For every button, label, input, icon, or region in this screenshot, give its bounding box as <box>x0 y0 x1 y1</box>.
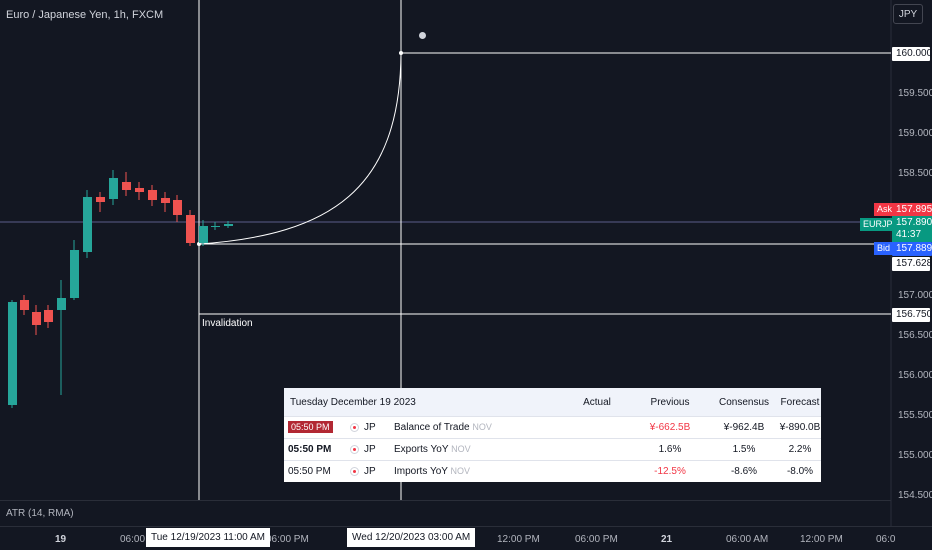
event-time: 05:50 PM <box>288 444 332 455</box>
candle-body <box>57 298 66 310</box>
candle-body <box>224 224 233 226</box>
time-tick: 19 <box>55 534 67 545</box>
pane-divider[interactable] <box>0 500 891 501</box>
time-axis-divider <box>0 526 932 527</box>
event-forecast: 2.2% <box>788 444 812 455</box>
ask-price-label: 157.895 <box>892 203 932 217</box>
candle-body <box>161 198 170 203</box>
candle-body <box>186 215 195 243</box>
time-tick: 12:00 PM <box>800 534 843 545</box>
bar-countdown: 41:37 <box>896 229 922 240</box>
invalidation-label: Invalidation <box>202 318 253 329</box>
jp-flag-icon <box>350 445 359 454</box>
event-name: Balance of Trade <box>394 422 470 433</box>
time-tick: 12:00 PM <box>497 534 540 545</box>
price-tick: 159.500 <box>898 88 932 99</box>
info-icon[interactable] <box>419 32 426 39</box>
invalidation-price-label: 156.750 <box>892 308 932 322</box>
atr-indicator-label[interactable]: ATR (14, RMA) <box>6 508 74 519</box>
event-time: 05:50 PM <box>288 466 331 477</box>
candle-body <box>122 182 131 190</box>
col-consensus: Consensus <box>718 396 770 408</box>
chart-title: Euro / Japanese Yen, 1h, FXCM <box>6 9 164 21</box>
time-tick: 06:0 <box>876 534 896 545</box>
price-tick: 159.000 <box>898 128 932 139</box>
candle-body <box>148 190 157 200</box>
jp-flag-icon <box>350 423 359 432</box>
event-previous: -12.5% <box>654 466 686 477</box>
price-tick: 156.500 <box>898 330 932 341</box>
candle-body <box>96 197 105 202</box>
candle-body <box>83 197 92 252</box>
event-period: NOV <box>450 466 471 476</box>
entry-price-label: 157.628 <box>892 257 932 271</box>
event-country: JP <box>364 422 376 433</box>
event-previous: 1.6% <box>658 444 682 455</box>
event-consensus: 1.5% <box>732 444 756 455</box>
time-highlight-right: Wed 12/20/2023 03:00 AM <box>347 528 476 547</box>
events-date: Tuesday December 19 2023 <box>290 396 416 408</box>
time-tick: 06:00 PM <box>266 534 309 545</box>
candle-body <box>211 226 220 227</box>
candle-body <box>109 178 118 199</box>
candle-body <box>20 300 29 310</box>
col-actual: Actual <box>583 396 611 408</box>
event-time: 05:50 PM <box>288 421 333 433</box>
event-forecast: ¥-890.0B <box>779 422 821 433</box>
candle-body <box>199 226 208 243</box>
time-tick: 06:00 AM <box>726 534 769 545</box>
candle-body <box>44 310 53 322</box>
price-tick: 156.000 <box>898 370 932 381</box>
event-period: NOV <box>451 444 471 454</box>
candle-body <box>70 250 79 298</box>
col-forecast: Forecast <box>780 396 820 408</box>
currency-button[interactable]: JPY <box>893 4 923 24</box>
candle-body <box>173 200 182 215</box>
col-previous: Previous <box>650 396 690 408</box>
candle-body <box>32 312 41 325</box>
event-consensus: ¥-962.4B <box>723 422 765 433</box>
candles <box>8 170 233 408</box>
time-tick: 06:00 PM <box>575 534 618 545</box>
last-price: 157.890 <box>896 217 932 228</box>
projection-curve <box>198 52 402 245</box>
event-row[interactable]: 05:50 PM JP Balance of Trade NOV ¥-662.5… <box>284 416 821 438</box>
time-tick: 06:00 A <box>120 534 154 545</box>
candle-body <box>8 302 17 405</box>
symbol-tag: EURJPY <box>860 218 899 231</box>
target-price-label: 160.000 <box>892 47 932 61</box>
event-row[interactable]: 05:50 PM JP Exports YoY NOV 1.6% 1.5% 2.… <box>284 438 821 460</box>
events-header: Tuesday December 19 2023 Actual Previous… <box>284 388 821 416</box>
price-tick: 154.500 <box>898 490 932 501</box>
jp-flag-icon <box>350 467 359 476</box>
event-name: Exports YoY <box>394 444 449 455</box>
event-consensus: -8.6% <box>730 466 758 477</box>
price-tick: 158.500 <box>898 168 932 179</box>
time-tick: 21 <box>661 534 673 545</box>
candle-body <box>135 188 144 192</box>
event-country: JP <box>364 444 376 455</box>
event-forecast: -8.0% <box>786 466 814 477</box>
last-price-label: 157.890 41:37 <box>892 216 932 242</box>
event-name: Imports YoY <box>394 466 448 477</box>
ask-tag: Ask <box>874 203 896 216</box>
price-tick: 155.500 <box>898 410 932 421</box>
bid-price-label: 157.889 <box>892 242 932 256</box>
event-country: JP <box>364 466 376 477</box>
bid-tag: Bid <box>874 242 894 255</box>
price-tick: 157.000 <box>898 290 932 301</box>
event-row[interactable]: 05:50 PM JP Imports YoY NOV -12.5% -8.6%… <box>284 460 821 482</box>
event-period: NOV <box>472 422 492 432</box>
event-previous: ¥-662.5B <box>649 422 691 433</box>
curve-end-point <box>399 51 403 55</box>
price-tick: 155.000 <box>898 450 932 461</box>
economic-events-panel: Tuesday December 19 2023 Actual Previous… <box>284 388 821 482</box>
time-highlight-left: Tue 12/19/2023 11:00 AM <box>146 528 270 547</box>
